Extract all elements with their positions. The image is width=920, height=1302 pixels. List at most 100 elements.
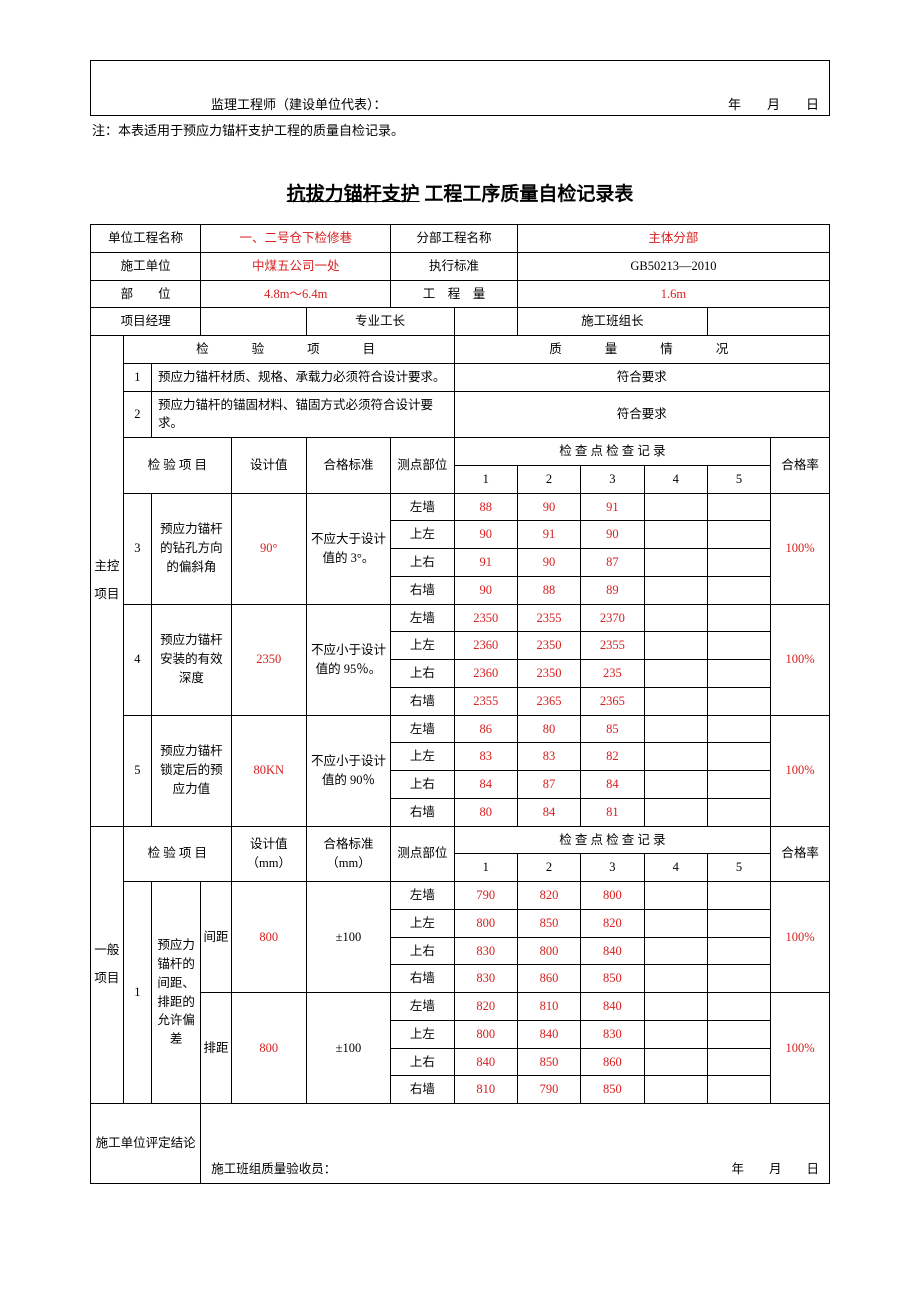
g1a-0-4 xyxy=(707,882,770,910)
g1b-sub: 排距 xyxy=(201,993,231,1104)
r3-3-2: 89 xyxy=(581,576,644,604)
check-item-header: 检 验 项 目 xyxy=(123,336,454,364)
sub-rec-hdr: 检 查 点 检 查 记 录 xyxy=(454,438,771,466)
r3-2-2: 87 xyxy=(581,549,644,577)
r3-0-0: 88 xyxy=(454,493,517,521)
g-part-hdr: 测点部位 xyxy=(391,826,454,882)
g1a-3-0: 830 xyxy=(454,965,517,993)
r4-design: 2350 xyxy=(231,604,306,715)
r5-p1: 上左 xyxy=(391,743,454,771)
main-r2-no: 2 xyxy=(123,391,151,438)
r3-0-4 xyxy=(707,493,770,521)
r4-name: 预应力锚杆安装的有效深度 xyxy=(151,604,231,715)
standard-label: 执行标准 xyxy=(391,252,518,280)
g1b-3-3 xyxy=(644,1076,707,1104)
qty-label: 工 程 量 xyxy=(391,280,518,308)
g1b-design: 800 xyxy=(231,993,306,1104)
g1b-p0: 左墙 xyxy=(391,993,454,1021)
r3-rate: 100% xyxy=(771,493,830,604)
construct-label: 施工单位 xyxy=(91,252,201,280)
r5-p3: 右墙 xyxy=(391,798,454,826)
r3-p3: 右墙 xyxy=(391,576,454,604)
g1b-0-0: 820 xyxy=(454,993,517,1021)
g1b-3-1: 790 xyxy=(517,1076,580,1104)
part-label: 部 位 xyxy=(91,280,201,308)
unit-name-label: 单位工程名称 xyxy=(91,225,201,253)
g-std-hdr: 合格标准（mm） xyxy=(306,826,390,882)
r3-p0: 左墙 xyxy=(391,493,454,521)
conclusion-label: 施工单位评定结论 xyxy=(91,1104,201,1184)
sub-item-hdr: 检 验 项 目 xyxy=(123,438,231,494)
r5-p2: 上右 xyxy=(391,771,454,799)
r3-2-1: 90 xyxy=(517,549,580,577)
r5-rate: 100% xyxy=(771,715,830,826)
r4-std: 不应小于设计值的 95％。 xyxy=(306,604,390,715)
r5-0-1: 80 xyxy=(517,715,580,743)
g1b-3-0: 810 xyxy=(454,1076,517,1104)
r3-p1: 上左 xyxy=(391,521,454,549)
g1-name: 预应力锚杆的间距、排距的允许偏差 xyxy=(151,882,200,1104)
g1a-p0: 左墙 xyxy=(391,882,454,910)
g1b-3-4 xyxy=(707,1076,770,1104)
sub-name-label: 分部工程名称 xyxy=(391,225,518,253)
g1b-0-3 xyxy=(644,993,707,1021)
r4-3-1: 2365 xyxy=(517,687,580,715)
c5: 5 xyxy=(707,465,770,493)
g1b-0-2: 840 xyxy=(581,993,644,1021)
main-r1-no: 1 xyxy=(123,363,151,391)
title-rest: 工程工序质量自检记录表 xyxy=(420,184,634,205)
r5-0-4 xyxy=(707,715,770,743)
r5-1-3 xyxy=(644,743,707,771)
construct-value: 中煤五公司一处 xyxy=(201,252,391,280)
r3-3-0: 90 xyxy=(454,576,517,604)
title-underline: 抗拔力锚杆支护 xyxy=(287,184,420,205)
unit-name-value: 一、二号仓下检修巷 xyxy=(201,225,391,253)
r5-3-1: 84 xyxy=(517,798,580,826)
standard-value: GB50213—2010 xyxy=(517,252,829,280)
g1a-2-0: 830 xyxy=(454,937,517,965)
pm-value xyxy=(201,308,307,336)
sub-std-hdr: 合格标准 xyxy=(306,438,390,494)
g-rate-hdr: 合格率 xyxy=(771,826,830,882)
sub-design-hdr: 设计值 xyxy=(231,438,306,494)
c2: 2 xyxy=(517,465,580,493)
g1a-p2: 上右 xyxy=(391,937,454,965)
r4-0-2: 2370 xyxy=(581,604,644,632)
main-r1-res: 符合要求 xyxy=(454,363,829,391)
foreman-label: 专业工长 xyxy=(306,308,454,336)
g1b-2-1: 850 xyxy=(517,1048,580,1076)
team-label: 施工班组长 xyxy=(517,308,707,336)
r4-no: 4 xyxy=(123,604,151,715)
sub-name-value: 主体分部 xyxy=(517,225,829,253)
g1a-p3: 右墙 xyxy=(391,965,454,993)
r5-no: 5 xyxy=(123,715,151,826)
r4-2-3 xyxy=(644,660,707,688)
qty-value: 1.6m xyxy=(517,280,829,308)
r4-1-2: 2355 xyxy=(581,632,644,660)
g1a-design: 800 xyxy=(231,882,306,993)
r5-1-1: 83 xyxy=(517,743,580,771)
note-text: 注：本表适用于预应力锚杆支护工程的质量自检记录。 xyxy=(90,120,830,139)
r5-2-4 xyxy=(707,771,770,799)
supervisor-label: 监理工程师（建设单位代表）： xyxy=(211,94,387,113)
r4-p1: 上左 xyxy=(391,632,454,660)
r5-1-2: 82 xyxy=(581,743,644,771)
part-value: 4.8m～6.4m xyxy=(201,280,391,308)
r3-0-2: 91 xyxy=(581,493,644,521)
r4-2-0: 2360 xyxy=(454,660,517,688)
r3-p2: 上右 xyxy=(391,549,454,577)
inspector-sign-label: 施工班组质量验收员： xyxy=(211,1160,336,1179)
footer-date: 年 月 日 xyxy=(731,1160,819,1179)
gc1: 1 xyxy=(454,854,517,882)
foreman-value xyxy=(454,308,517,336)
document-title: 抗拔力锚杆支护 工程工序质量自检记录表 xyxy=(90,179,830,206)
c1: 1 xyxy=(454,465,517,493)
g1b-0-4 xyxy=(707,993,770,1021)
gc2: 2 xyxy=(517,854,580,882)
r4-0-3 xyxy=(644,604,707,632)
r5-1-4 xyxy=(707,743,770,771)
r5-0-2: 85 xyxy=(581,715,644,743)
r5-1-0: 83 xyxy=(454,743,517,771)
r4-0-4 xyxy=(707,604,770,632)
g1a-1-3 xyxy=(644,909,707,937)
